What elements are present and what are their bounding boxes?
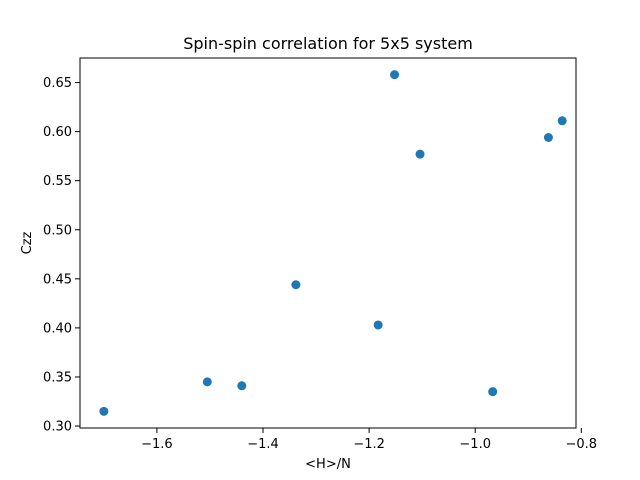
y-axis: 0.30 0.35 0.40 0.45 0.50 0.55 0.60 0.65 <box>43 76 80 435</box>
data-point <box>202 377 212 387</box>
chart-title: Spin-spin correlation for 5x5 system <box>183 34 473 53</box>
data-point <box>557 116 567 126</box>
y-tick-label: 0.60 <box>43 125 72 140</box>
y-tick-label: 0.30 <box>43 420 72 435</box>
data-point <box>237 381 247 391</box>
y-tick-label: 0.55 <box>43 174 72 189</box>
x-axis-label: <H>/N <box>305 457 351 472</box>
data-point <box>390 70 400 80</box>
y-tick-label: 0.50 <box>43 223 72 238</box>
x-tick-label: −0.8 <box>566 437 598 452</box>
y-axis-label: Czz <box>20 231 35 254</box>
y-tick-label: 0.45 <box>43 272 72 287</box>
x-tick-label: −1.0 <box>459 437 491 452</box>
x-axis: −1.6 −1.4 −1.2 −1.0 −0.8 <box>141 428 597 452</box>
data-point <box>373 320 383 330</box>
data-point <box>99 406 109 416</box>
x-tick-label: −1.2 <box>353 437 385 452</box>
x-tick-label: −1.4 <box>247 437 279 452</box>
y-tick-label: 0.65 <box>43 76 72 91</box>
data-point <box>291 280 301 290</box>
y-tick-label: 0.35 <box>43 370 72 385</box>
data-point <box>415 149 425 159</box>
x-tick-label: −1.6 <box>141 437 173 452</box>
data-point <box>488 387 498 397</box>
plot-frame <box>79 57 577 429</box>
plot-area <box>99 70 567 416</box>
y-tick-label: 0.40 <box>43 321 72 336</box>
data-point <box>543 132 553 142</box>
